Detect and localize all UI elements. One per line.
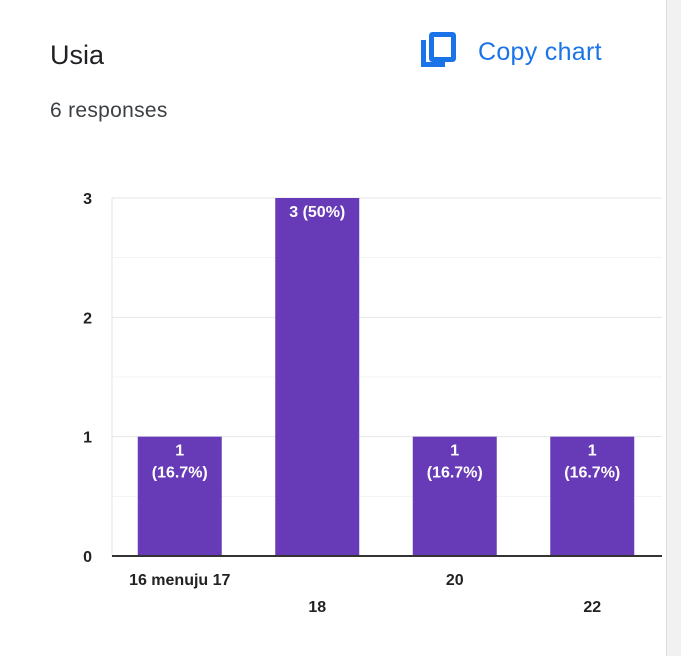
x-tick-label: 22 xyxy=(583,599,601,616)
bar-chart: 0 1 2 3 1 (16.7%) 16 menuju 17 3 (50%) 18 1 (16.7%… xyxy=(83,191,662,616)
bar-data-label: 3 (50%) xyxy=(289,204,345,221)
question-title: Usia xyxy=(50,40,105,70)
copy-chart-label: Copy chart xyxy=(478,37,602,66)
x-tick-label: 20 xyxy=(446,572,464,589)
response-count: 6 responses xyxy=(50,99,168,122)
bar xyxy=(275,198,360,556)
y-tick-label: 1 xyxy=(83,430,92,447)
bar xyxy=(137,436,222,556)
bar xyxy=(412,436,497,556)
copy-icon xyxy=(418,30,458,75)
y-tick-label: 3 xyxy=(83,191,92,208)
y-tick-label: 2 xyxy=(83,310,92,327)
x-tick-label: 16 menuju 17 xyxy=(129,572,230,589)
bar xyxy=(550,436,635,556)
y-tick-label: 0 xyxy=(83,549,92,566)
bar-data-label: 1 (16.7%) xyxy=(427,443,483,482)
bar-data-label: 1 (16.7%) xyxy=(564,443,620,482)
bar-data-label: 1 (16.7%) xyxy=(152,443,208,482)
x-tick-label: 18 xyxy=(308,599,326,616)
chart-card: Usia 6 responses Copy chart 0 1 2 3 1 (16.7%)… xyxy=(0,0,667,656)
copy-chart-button[interactable]: Copy chart xyxy=(418,30,602,74)
